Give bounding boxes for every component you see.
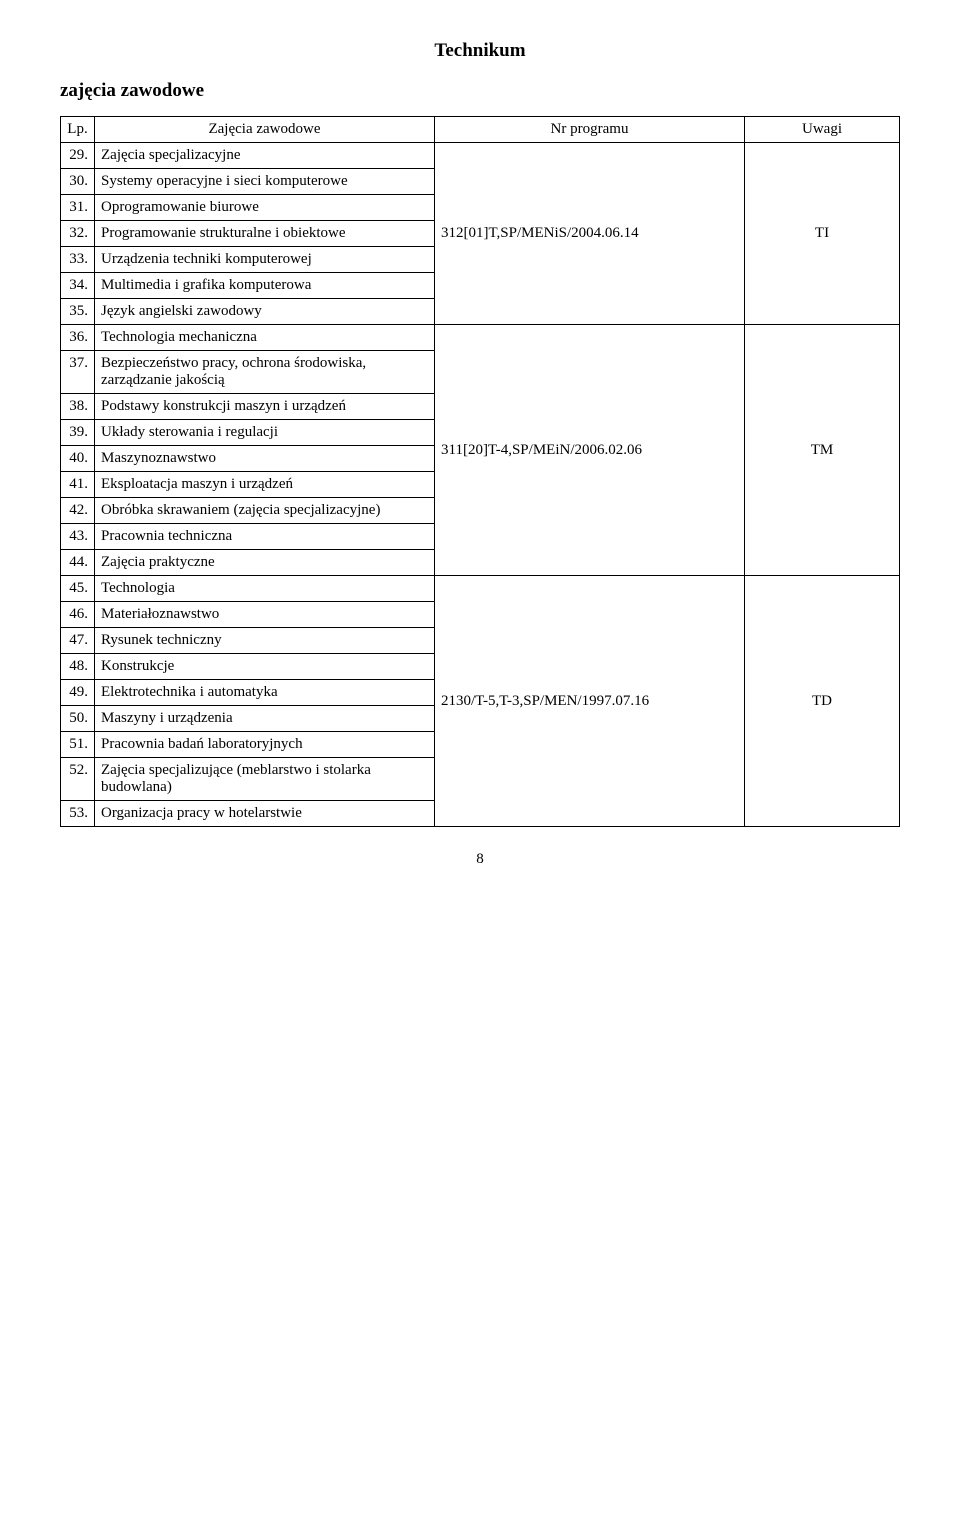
cell-lp: 51. (61, 732, 95, 758)
page-title: Technikum (60, 40, 900, 62)
header-program: Nr programu (435, 117, 745, 143)
cell-lp: 44. (61, 550, 95, 576)
cell-name: Technologia (95, 576, 435, 602)
cell-name: Maszyny i urządzenia (95, 706, 435, 732)
cell-name: Rysunek techniczny (95, 628, 435, 654)
table-row: 29.Zajęcia specjalizacyjne312[01]T,SP/ME… (61, 143, 900, 169)
cell-name: Materiałoznawstwo (95, 602, 435, 628)
cell-program: 311[20]T-4,SP/MEiN/2006.02.06 (435, 325, 745, 576)
cell-lp: 47. (61, 628, 95, 654)
table-row: 45.Technologia2130/T-5,T-3,SP/MEN/1997.0… (61, 576, 900, 602)
cell-lp: 32. (61, 221, 95, 247)
cell-program: 312[01]T,SP/MENiS/2004.06.14 (435, 143, 745, 325)
cell-name: Organizacja pracy w hotelarstwie (95, 801, 435, 827)
cell-name: Zajęcia specjalizacyjne (95, 143, 435, 169)
cell-uwagi: TI (745, 143, 900, 325)
cell-name: Zajęcia specjalizujące (meblarstwo i sto… (95, 758, 435, 801)
header-name: Zajęcia zawodowe (95, 117, 435, 143)
cell-name: Język angielski zawodowy (95, 299, 435, 325)
page-number: 8 (60, 851, 900, 868)
cell-name: Układy sterowania i regulacji (95, 420, 435, 446)
page-subtitle: zajęcia zawodowe (60, 80, 900, 102)
cell-lp: 39. (61, 420, 95, 446)
cell-name: Systemy operacyjne i sieci komputerowe (95, 169, 435, 195)
cell-name: Urządzenia techniki komputerowej (95, 247, 435, 273)
cell-lp: 49. (61, 680, 95, 706)
cell-lp: 38. (61, 394, 95, 420)
cell-lp: 29. (61, 143, 95, 169)
zajecia-table: Lp. Zajęcia zawodowe Nr programu Uwagi 2… (60, 116, 900, 827)
cell-lp: 31. (61, 195, 95, 221)
cell-name: Oprogramowanie biurowe (95, 195, 435, 221)
cell-lp: 33. (61, 247, 95, 273)
cell-name: Bezpieczeństwo pracy, ochrona środowiska… (95, 351, 435, 394)
cell-lp: 37. (61, 351, 95, 394)
cell-lp: 41. (61, 472, 95, 498)
cell-name: Multimedia i grafika komputerowa (95, 273, 435, 299)
header-lp: Lp. (61, 117, 95, 143)
cell-name: Zajęcia praktyczne (95, 550, 435, 576)
cell-lp: 46. (61, 602, 95, 628)
cell-lp: 35. (61, 299, 95, 325)
cell-lp: 40. (61, 446, 95, 472)
cell-name: Konstrukcje (95, 654, 435, 680)
cell-name: Maszynoznawstwo (95, 446, 435, 472)
cell-lp: 42. (61, 498, 95, 524)
cell-name: Technologia mechaniczna (95, 325, 435, 351)
cell-lp: 34. (61, 273, 95, 299)
cell-name: Eksploatacja maszyn i urządzeń (95, 472, 435, 498)
cell-uwagi: TM (745, 325, 900, 576)
cell-lp: 48. (61, 654, 95, 680)
cell-name: Pracownia techniczna (95, 524, 435, 550)
cell-uwagi: TD (745, 576, 900, 827)
cell-name: Programowanie strukturalne i obiektowe (95, 221, 435, 247)
cell-name: Podstawy konstrukcji maszyn i urządzeń (95, 394, 435, 420)
cell-lp: 53. (61, 801, 95, 827)
cell-lp: 36. (61, 325, 95, 351)
cell-program: 2130/T-5,T-3,SP/MEN/1997.07.16 (435, 576, 745, 827)
header-uwagi: Uwagi (745, 117, 900, 143)
cell-lp: 45. (61, 576, 95, 602)
cell-lp: 30. (61, 169, 95, 195)
cell-lp: 43. (61, 524, 95, 550)
cell-name: Pracownia badań laboratoryjnych (95, 732, 435, 758)
table-row: 36.Technologia mechaniczna311[20]T-4,SP/… (61, 325, 900, 351)
cell-name: Obróbka skrawaniem (zajęcia specjalizacy… (95, 498, 435, 524)
cell-lp: 50. (61, 706, 95, 732)
cell-lp: 52. (61, 758, 95, 801)
cell-name: Elektrotechnika i automatyka (95, 680, 435, 706)
table-header-row: Lp. Zajęcia zawodowe Nr programu Uwagi (61, 117, 900, 143)
